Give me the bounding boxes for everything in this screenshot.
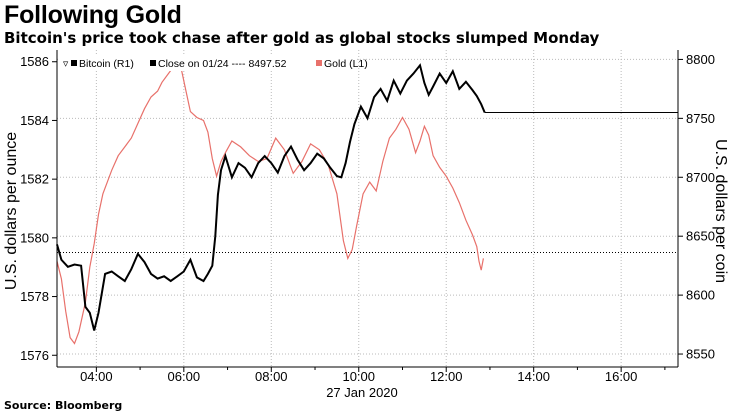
left-tick-label: 1586 xyxy=(20,54,49,69)
x-tick-label: 16:00 xyxy=(605,369,638,384)
chart-subtitle: Bitcoin's price took chase after gold as… xyxy=(4,29,600,47)
legend-bitcoin-label: Bitcoin (R1) xyxy=(79,58,134,70)
left-tick-label: 1578 xyxy=(20,289,49,304)
legend: ▿ Bitcoin (R1) Close on 01/24 ---- 8497.… xyxy=(60,56,368,71)
legend-close-swatch xyxy=(150,60,156,66)
x-tick-label: 04:00 xyxy=(80,369,113,384)
x-tick-label: 10:00 xyxy=(342,369,375,384)
x-tick-label: 14:00 xyxy=(517,369,550,384)
bitcoin-series-line xyxy=(56,63,486,331)
x-tick-label: 12:00 xyxy=(430,369,463,384)
legend-gold-label: Gold (L1) xyxy=(324,58,368,70)
right-tick-label: 8650 xyxy=(686,229,715,244)
legend-bitcoin-swatch xyxy=(71,60,77,66)
left-tick-label: 1582 xyxy=(20,172,49,187)
legend-arrow-icon: ▿ xyxy=(63,58,69,70)
series-layer xyxy=(56,63,678,345)
left-axis-title: U.S. dollars per ounce xyxy=(3,132,20,290)
chart-title: Following Gold xyxy=(4,1,182,29)
left-tick-label: 1580 xyxy=(20,230,49,245)
right-tick-label: 8750 xyxy=(686,111,715,126)
x-tick-label: 08:00 xyxy=(255,369,288,384)
legend-gold-swatch xyxy=(316,60,322,66)
legend-close-label: Close on 01/24 ---- 8497.52 xyxy=(158,58,287,70)
x-axis-date-label: 27 Jan 2020 xyxy=(326,385,398,400)
left-tick-label: 1576 xyxy=(20,348,49,363)
x-tick-label: 06:00 xyxy=(168,369,201,384)
right-tick-label: 8700 xyxy=(686,170,715,185)
gold-series-line xyxy=(56,63,484,345)
axes-layer: 04:00 06:00 08:00 10:00 12:00 14:00 16:00 1576 1… xyxy=(20,50,715,384)
grid-layer xyxy=(57,50,678,367)
left-tick-label: 1584 xyxy=(20,113,49,128)
right-tick-label: 8600 xyxy=(686,288,715,303)
right-tick-label: 8550 xyxy=(686,347,715,362)
source-note: Source: Bloomberg xyxy=(4,399,123,412)
right-axis-title: U.S. dollars per coin xyxy=(712,139,729,283)
legend-background xyxy=(60,56,356,71)
right-tick-label: 8800 xyxy=(686,52,715,67)
